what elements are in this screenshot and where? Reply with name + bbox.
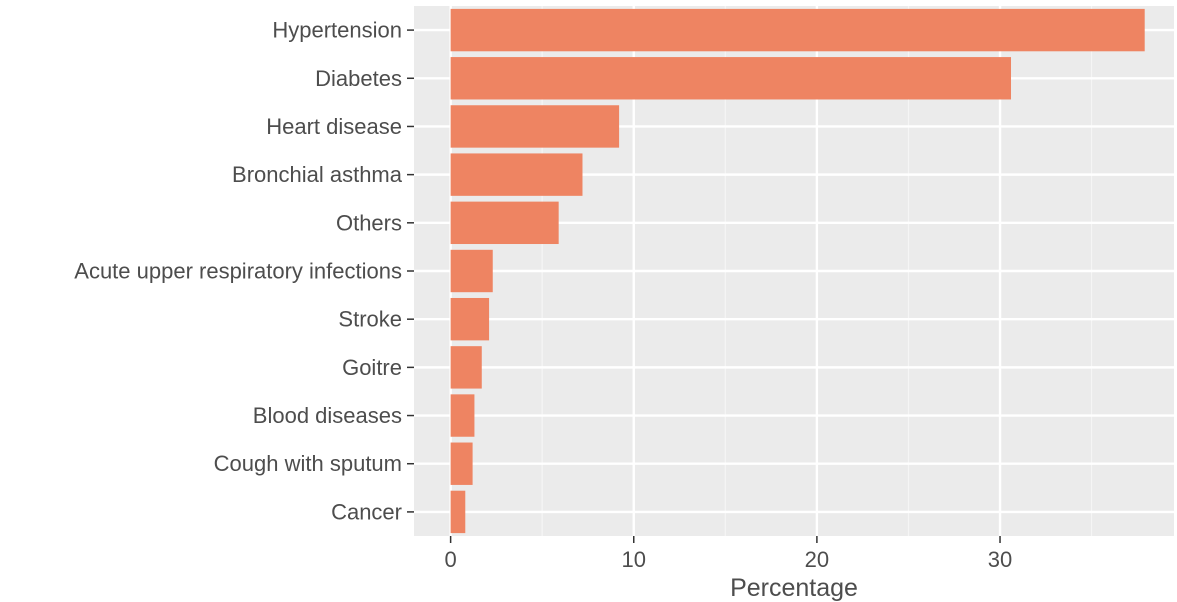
bar: [450, 57, 1012, 100]
x-axis-ticks: [449, 536, 1001, 543]
x-tick-label: 30: [988, 547, 1012, 572]
x-axis-tick-labels: 0 10 20 30: [445, 547, 1013, 572]
x-axis-title: Percentage: [730, 574, 858, 602]
bar: [450, 297, 490, 341]
y-tick-label: Hypertension: [272, 18, 402, 43]
y-tick-label: Cough with sputum: [214, 451, 402, 476]
bar: [450, 346, 482, 389]
bar: [450, 201, 559, 245]
bars: [450, 8, 1145, 534]
y-tick-label: Goitre: [342, 355, 402, 380]
bar: [450, 394, 475, 437]
bar: [450, 442, 473, 485]
x-tick-label: 20: [805, 547, 829, 572]
y-tick-label: Bronchial asthma: [232, 162, 403, 187]
y-axis-ticks: [407, 29, 414, 513]
bar: [450, 490, 466, 534]
bar: [450, 105, 620, 148]
y-tick-label: Cancer: [331, 499, 402, 524]
y-axis-tick-labels: Hypertension Diabetes Heart disease Bronchi…: [74, 18, 402, 525]
bar: [450, 153, 583, 196]
bar: [450, 249, 493, 293]
y-tick-label: Others: [336, 210, 402, 235]
y-tick-label: Blood diseases: [253, 403, 402, 428]
y-tick-label: Diabetes: [315, 66, 402, 91]
x-tick-label: 0: [445, 547, 457, 572]
bar: [450, 8, 1145, 52]
y-tick-label: Heart disease: [266, 114, 402, 139]
y-tick-label: Stroke: [338, 307, 402, 332]
x-tick-label: 10: [622, 547, 646, 572]
y-tick-label: Acute upper respiratory infections: [74, 259, 402, 284]
